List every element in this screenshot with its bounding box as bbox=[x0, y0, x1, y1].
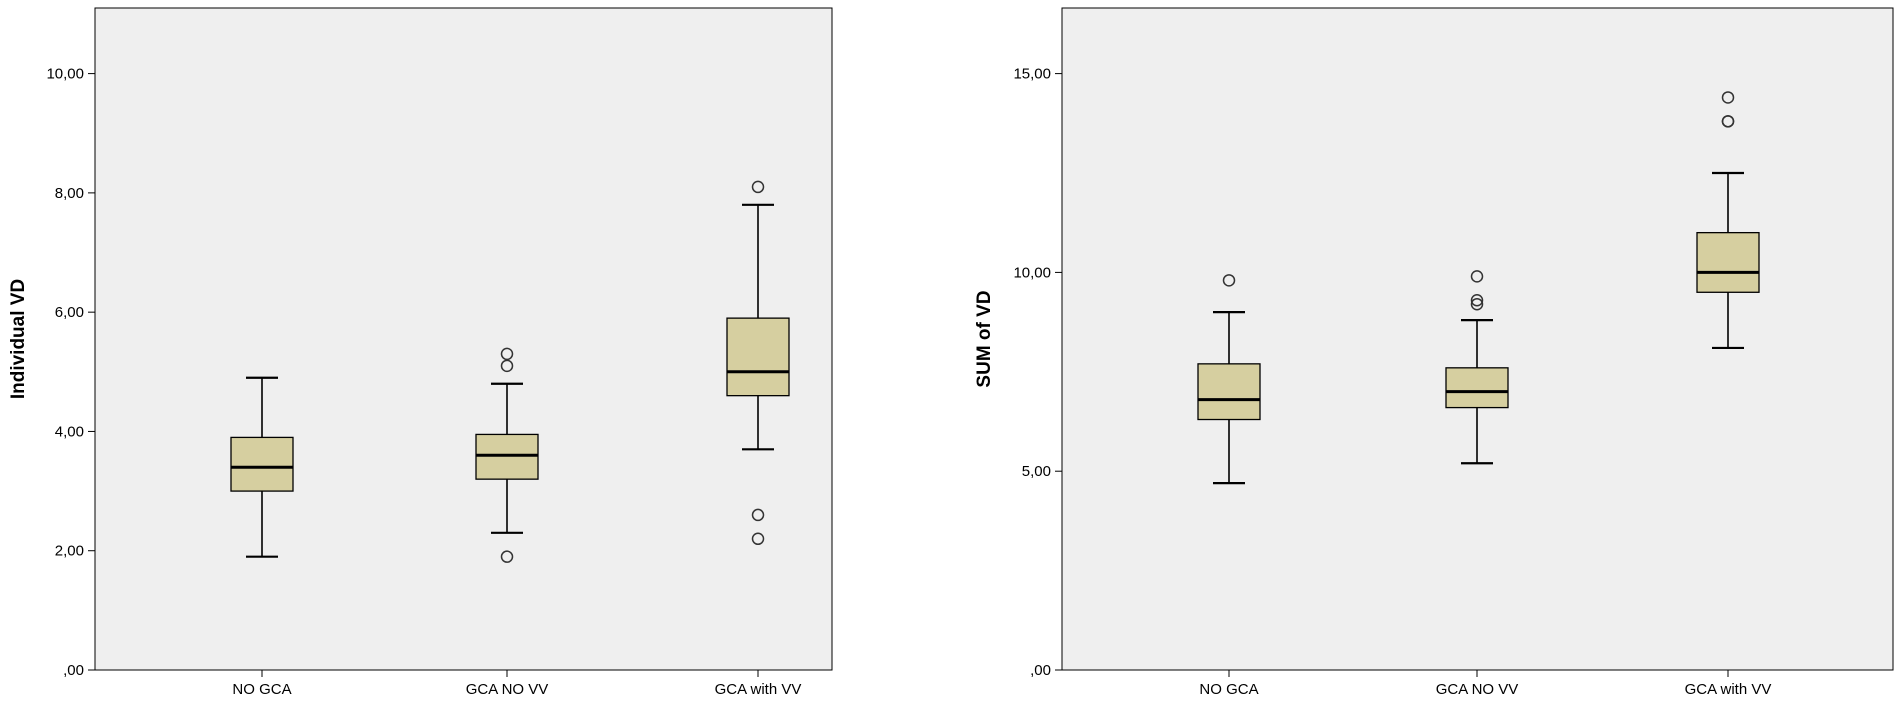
y-tick-label: ,00 bbox=[1030, 662, 1051, 679]
box-no-gca bbox=[230, 376, 294, 558]
outlier-point bbox=[500, 359, 514, 373]
box-no-gca bbox=[1197, 274, 1261, 485]
iqr-box bbox=[726, 317, 790, 397]
iqr-box bbox=[1197, 363, 1261, 421]
outlier-point bbox=[751, 532, 765, 546]
iqr-box bbox=[230, 436, 294, 492]
outlier-point bbox=[500, 550, 514, 563]
outlier-point bbox=[751, 508, 765, 522]
box-gca-no-vv bbox=[475, 347, 539, 563]
y-tick-label: 8,00 bbox=[55, 185, 84, 202]
y-tick-label: 10,00 bbox=[1013, 264, 1051, 281]
outlier-point bbox=[1721, 115, 1735, 128]
x-tick-label: GCA with VV bbox=[1685, 681, 1772, 698]
box-gca-with-vv bbox=[726, 180, 790, 546]
outlier-point bbox=[1222, 274, 1236, 287]
iqr-box bbox=[1696, 231, 1760, 293]
y-tick-label: 6,00 bbox=[55, 304, 84, 321]
y-tick-label: 2,00 bbox=[55, 543, 84, 560]
outlier-point bbox=[1721, 91, 1735, 104]
y-axis-label: Individual VD bbox=[8, 279, 29, 399]
y-tick-label: 10,00 bbox=[46, 66, 84, 83]
plot-area bbox=[94, 7, 833, 671]
x-tick-label: NO GCA bbox=[232, 681, 291, 698]
outlier-point bbox=[751, 180, 765, 194]
x-tick-label: GCA with VV bbox=[715, 681, 802, 698]
iqr-box bbox=[1445, 367, 1509, 409]
y-tick-label: 15,00 bbox=[1013, 66, 1051, 83]
chart-panel-2: ,00 5,00 10,00 15,00 SUM of VD NO GCA GCA NO V… bbox=[974, 7, 1894, 698]
outlier-point bbox=[500, 347, 514, 361]
y-tick-label: 5,00 bbox=[1022, 463, 1051, 480]
x-tick-label: NO GCA bbox=[1199, 681, 1258, 698]
box-gca-no-vv bbox=[1445, 270, 1509, 465]
y-tick-label: ,00 bbox=[63, 662, 84, 679]
chart-panel-1: ,00 2,00 4,00 6,00 8,00 10,00 Individual VD NO … bbox=[8, 7, 833, 698]
y-tick-label: 4,00 bbox=[55, 423, 84, 440]
outlier-point bbox=[1470, 293, 1484, 307]
y-axis-label: SUM of VD bbox=[974, 290, 995, 387]
box-gca-with-vv bbox=[1696, 91, 1760, 350]
x-tick-label: GCA NO VV bbox=[1436, 681, 1519, 698]
x-tick-label: GCA NO VV bbox=[466, 681, 549, 698]
outlier-point bbox=[1470, 297, 1484, 311]
outlier-point bbox=[1470, 270, 1484, 283]
